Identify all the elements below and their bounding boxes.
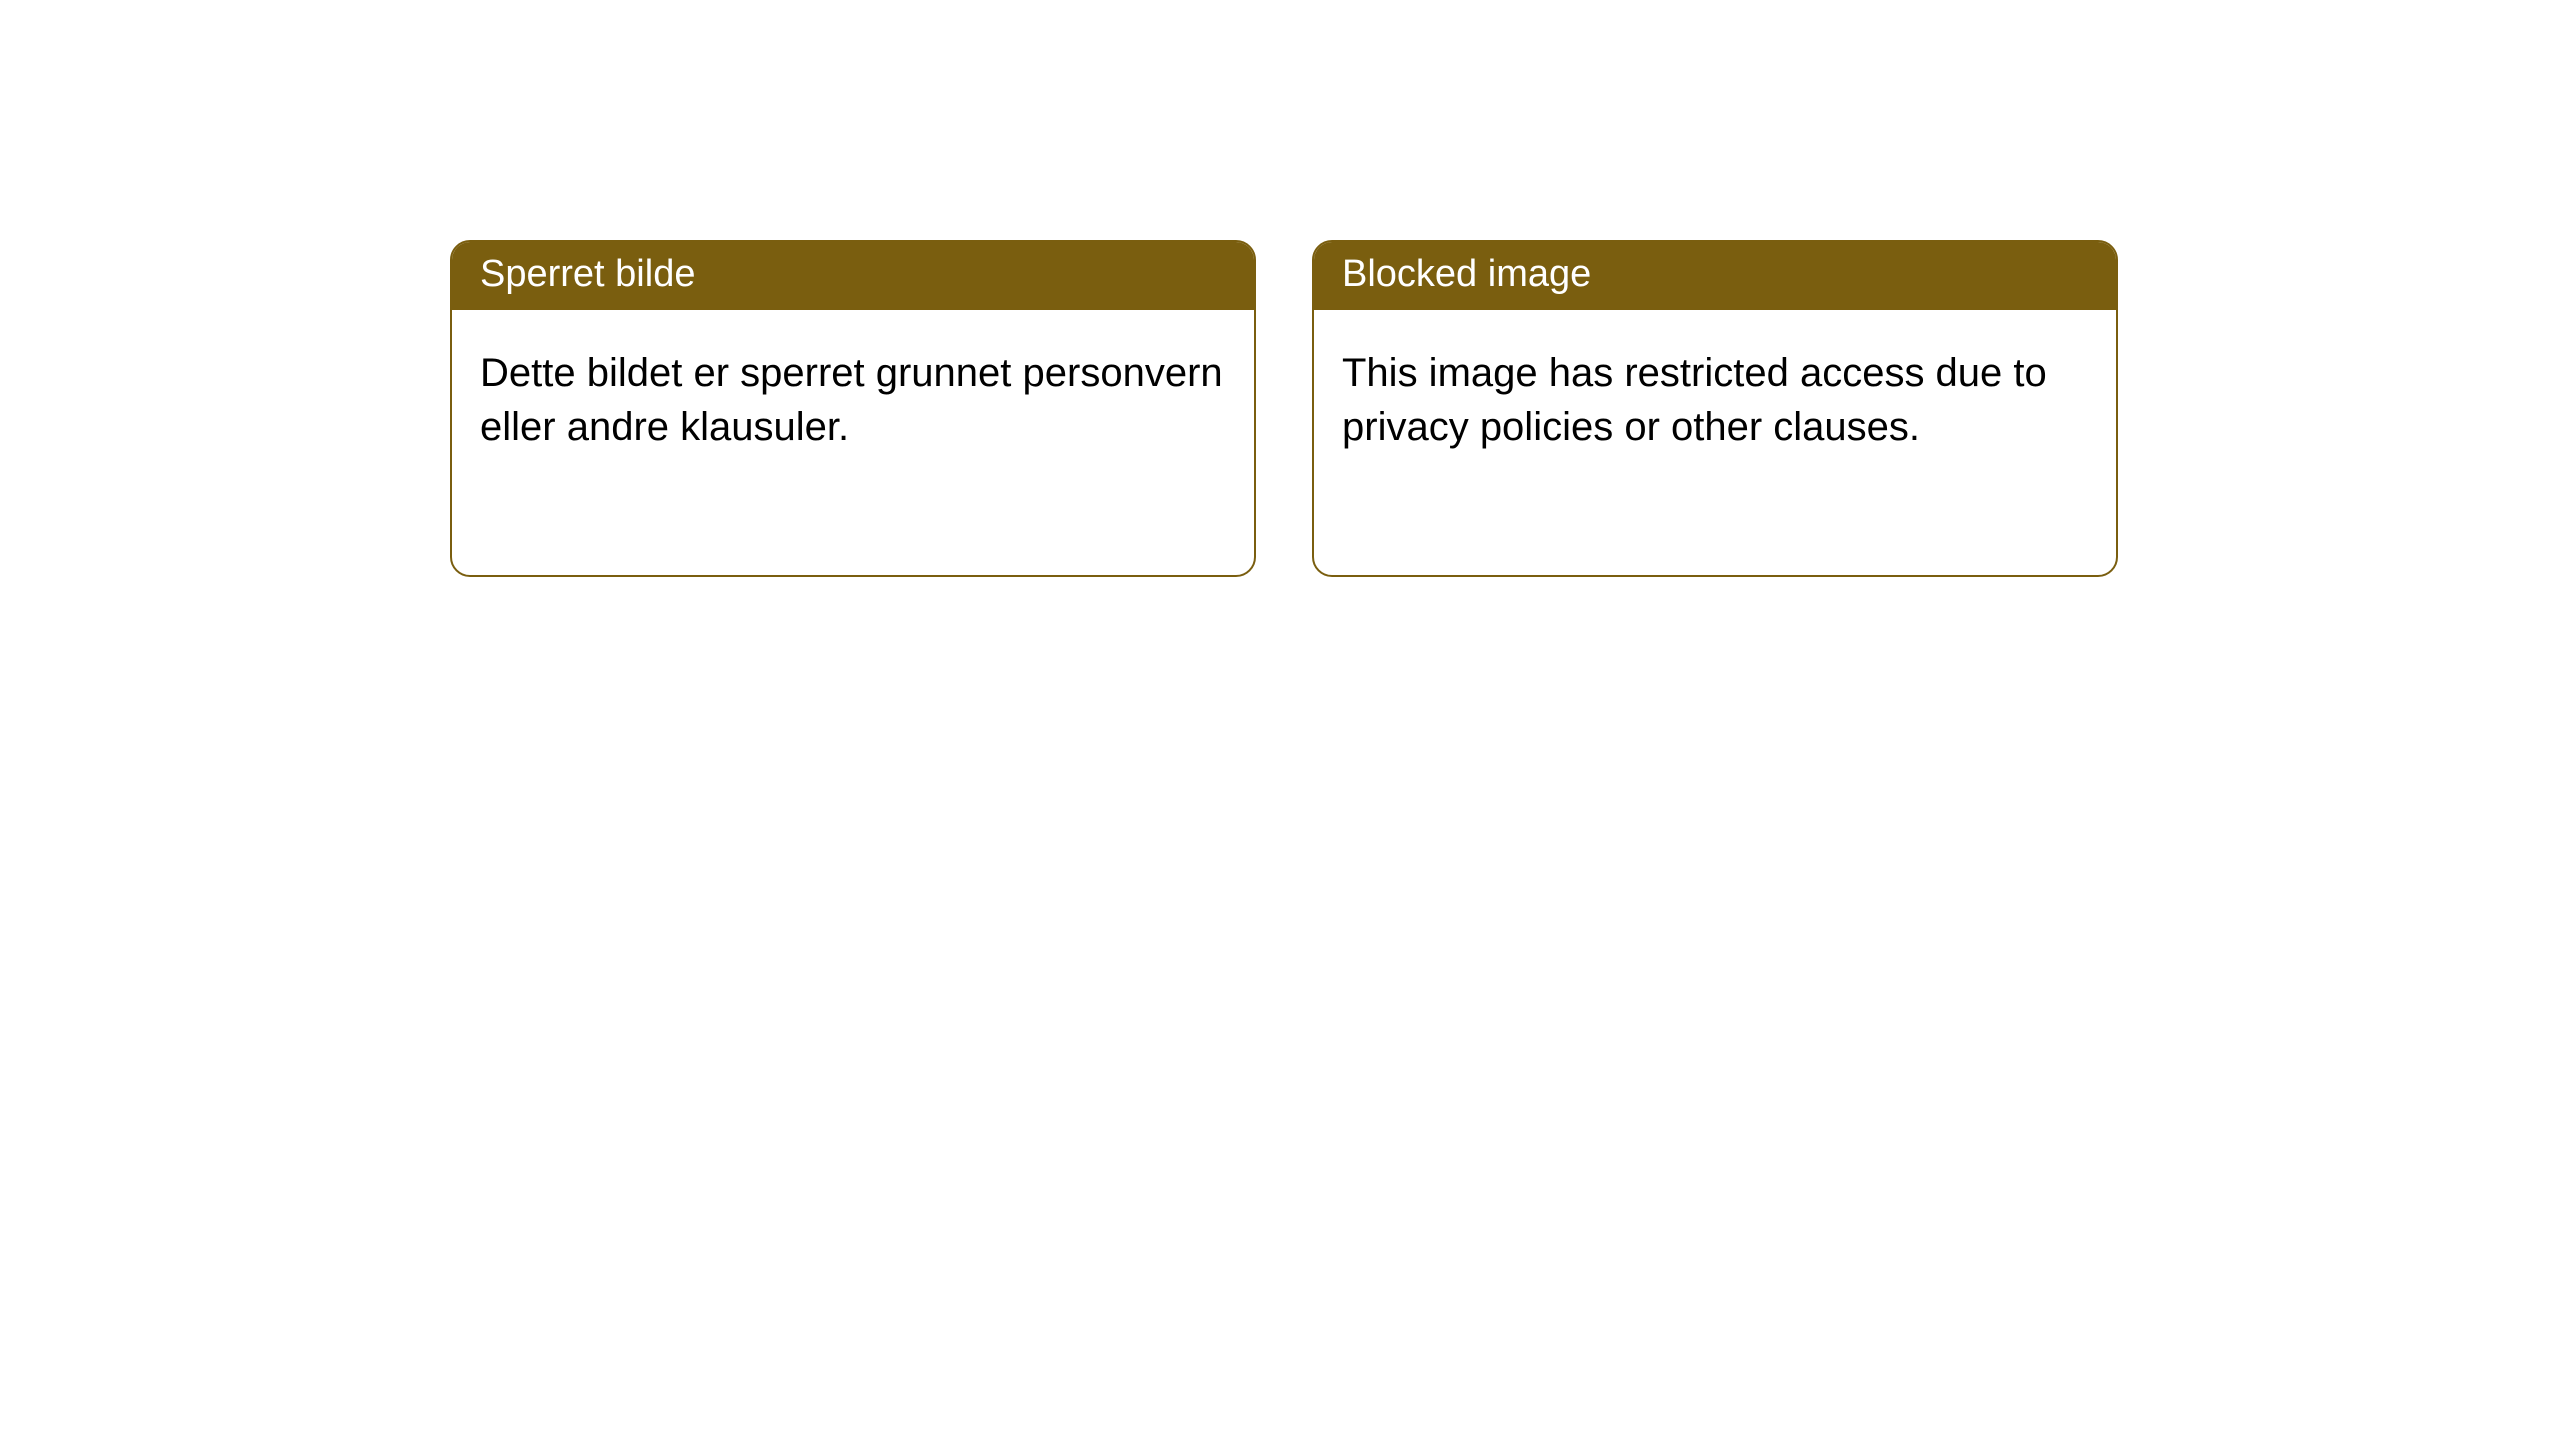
notice-body: This image has restricted access due to … xyxy=(1314,310,2116,490)
notice-message: This image has restricted access due to … xyxy=(1342,351,2047,449)
notice-body: Dette bildet er sperret grunnet personve… xyxy=(452,310,1254,490)
notice-header: Blocked image xyxy=(1314,242,2116,310)
notice-card-english: Blocked image This image has restricted … xyxy=(1312,240,2118,577)
notice-title: Sperret bilde xyxy=(480,253,695,295)
notice-container: Sperret bilde Dette bildet er sperret gr… xyxy=(0,0,2560,577)
notice-card-norwegian: Sperret bilde Dette bildet er sperret gr… xyxy=(450,240,1256,577)
notice-title: Blocked image xyxy=(1342,253,1591,295)
notice-header: Sperret bilde xyxy=(452,242,1254,310)
notice-message: Dette bildet er sperret grunnet personve… xyxy=(480,351,1223,449)
